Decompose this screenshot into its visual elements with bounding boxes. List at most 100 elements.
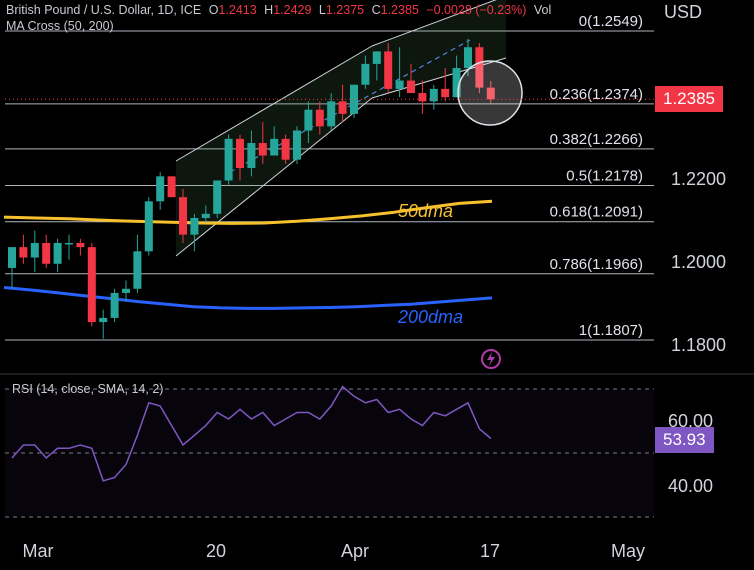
fib-label-3: 0.5(1.2178): [566, 168, 643, 185]
candle-body: [201, 213, 210, 218]
rsi-tick-0: 60.00: [668, 411, 713, 431]
candle-23: [270, 126, 279, 156]
candle-body: [76, 242, 85, 248]
price-tick-1: 1.2000: [671, 252, 726, 272]
candle-body: [441, 88, 450, 98]
candle-33: [384, 43, 393, 94]
open-value: 1.2413: [218, 3, 257, 17]
fib-label-2: 0.382(1.2266): [550, 131, 643, 148]
candle-body: [281, 138, 290, 160]
time-tick-0: Mar: [23, 541, 54, 561]
candle-34: [395, 47, 404, 98]
symbol-title: British Pound / U.S. Dollar, 1D, ICE: [6, 3, 202, 17]
candle-1: [19, 234, 28, 264]
candle-17: [201, 205, 210, 223]
candle-22: [258, 122, 267, 164]
currency-label: USD: [664, 2, 703, 22]
candle-body: [19, 247, 28, 258]
close-label: C: [371, 3, 381, 17]
candle-body: [144, 201, 153, 252]
candle-41: [475, 43, 484, 94]
high-value: 1.2429: [273, 3, 312, 17]
candle-body: [384, 51, 393, 89]
fib-label-0: 0(1.2549): [579, 13, 643, 30]
candle-12: [144, 197, 153, 256]
candle-body: [30, 242, 39, 258]
rsi-tick-1: 40.00: [668, 476, 713, 496]
time-tick-4: May: [611, 541, 645, 561]
lightning-icon: [481, 349, 501, 369]
candle-42: [486, 80, 495, 104]
candle-body: [110, 292, 119, 318]
candle-body: [327, 101, 336, 127]
price-badge: 1.2385: [655, 86, 723, 112]
channel-lower-line: [175, 97, 373, 257]
candle-body: [179, 197, 187, 235]
candle-7: [87, 242, 96, 327]
low-label: L: [318, 3, 326, 17]
rsi-band: [5, 389, 654, 517]
axes: 1.2200 1.2000 1.1800 60.00 40.00 Mar 20 Apr 17 Ma…: [23, 169, 727, 561]
candle-body: [258, 143, 267, 156]
fib-label-5: 0.786(1.1966): [550, 256, 643, 273]
ma50-label: 50dma: [398, 201, 453, 221]
candle-body: [338, 101, 347, 114]
candle-21: [247, 130, 256, 177]
candle-27: [315, 101, 324, 135]
candle-8: [99, 309, 108, 339]
candle-body: [429, 88, 438, 102]
highlight-circle: [457, 60, 523, 126]
rsi-badge: 53.93: [655, 427, 714, 453]
candle-10: [122, 280, 130, 302]
fib-label-6: 1(1.1807): [579, 322, 643, 339]
candle-body: [418, 93, 427, 102]
candle-2: [30, 230, 39, 273]
candle-14: [167, 176, 176, 198]
candle-body: [395, 80, 404, 89]
candle-body: [65, 242, 73, 245]
candle-5: [65, 234, 73, 260]
rsi-legend[interactable]: RSI (14, close, SMA, 14, 2): [12, 382, 164, 396]
highlight-marker: [5, 60, 654, 369]
candle-36: [418, 80, 427, 114]
candle-19: [224, 134, 233, 185]
change-value: −0.0028 (−0.23%): [426, 3, 527, 17]
candle-body: [486, 87, 495, 100]
candle-body: [190, 217, 199, 235]
ma200-line: [3, 286, 493, 310]
candle-body: [122, 288, 130, 293]
candle-9: [110, 288, 119, 323]
close-value: 1.2385: [380, 3, 419, 17]
candle-body: [475, 47, 484, 88]
rsi-line: [11, 385, 492, 482]
candle-16: [190, 213, 199, 252]
indicator-legend[interactable]: MA Cross (50, 200): [6, 19, 114, 33]
candle-body: [8, 247, 16, 268]
candle-25: [293, 126, 301, 164]
volume-label: Vol: [533, 3, 552, 17]
candle-body: [42, 242, 51, 264]
candlesticks: [8, 38, 495, 339]
candle-35: [407, 63, 415, 94]
candle-body: [99, 317, 108, 323]
candle-37: [429, 84, 438, 110]
fib-label-1: 0.236(1.2374): [550, 86, 643, 103]
candle-15: [179, 188, 187, 243]
candle-body: [167, 176, 176, 198]
candle-28: [327, 93, 336, 131]
candle-body: [53, 242, 62, 264]
low-value: 1.2375: [325, 3, 365, 17]
candle-body: [315, 109, 324, 127]
time-tick-3: 17: [480, 541, 500, 561]
channel-upper-ext: [371, 0, 497, 47]
candle-24: [281, 134, 290, 164]
candle-39: [452, 55, 461, 98]
candle-26: [304, 101, 313, 144]
candle-4: [53, 238, 62, 273]
candle-body: [236, 138, 244, 169]
candle-body: [293, 130, 301, 160]
high-label: H: [264, 3, 274, 17]
ma50-line: [3, 199, 493, 225]
price-tick-0: 1.2200: [671, 169, 726, 189]
